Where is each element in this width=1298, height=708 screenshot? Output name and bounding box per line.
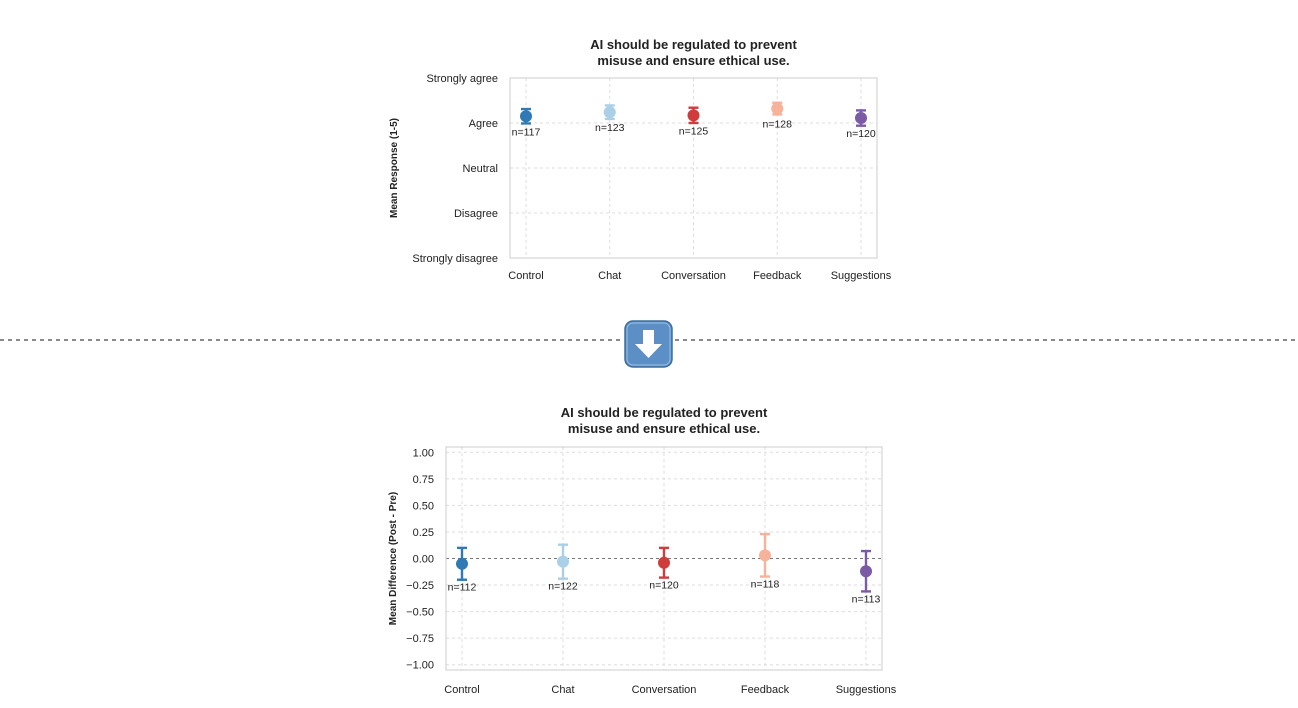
x-tick-label: Feedback xyxy=(741,684,790,696)
x-tick-label: Conversation xyxy=(632,684,697,696)
y-tick-label: 0.25 xyxy=(413,527,434,539)
y-tick-label: 0.75 xyxy=(413,474,434,486)
chart-mean-difference: AI should be regulated to preventmisuse … xyxy=(388,405,897,696)
n-label-control: n=117 xyxy=(512,126,541,138)
chart-pre-post-mean-response: AI should be regulated to preventmisuse … xyxy=(389,37,892,282)
n-label-feedback: n=128 xyxy=(763,119,793,131)
mean-point-chat xyxy=(603,106,616,119)
plot-frame xyxy=(509,77,878,259)
y-tick-label: −1.00 xyxy=(406,660,434,672)
x-tick-label: Chat xyxy=(551,684,574,696)
n-label-chat: n=122 xyxy=(548,581,578,593)
y-tick-label: −0.75 xyxy=(406,633,434,645)
n-label-feedback: n=118 xyxy=(751,579,780,591)
x-tick-label: Conversation xyxy=(661,270,726,282)
y-tick-label: Strongly agree xyxy=(426,73,498,85)
mean-point-suggestions xyxy=(860,565,872,578)
x-tick-label: Control xyxy=(508,270,543,282)
x-tick-label: Suggestions xyxy=(836,684,897,696)
chart-title-line: AI should be regulated to prevent xyxy=(561,405,768,420)
mean-point-suggestions xyxy=(855,112,867,125)
y-tick-label: Agree xyxy=(469,118,498,130)
x-tick-label: Feedback xyxy=(753,270,802,282)
transition-divider xyxy=(0,320,1298,368)
y-tick-label: 0.00 xyxy=(413,554,434,566)
x-tick-label: Chat xyxy=(598,270,621,282)
y-axis-label: Mean Response (1-5) xyxy=(389,118,400,218)
chart-title-line: misuse and ensure ethical use. xyxy=(597,53,789,68)
mean-point-control xyxy=(456,557,468,570)
y-tick-label: 0.50 xyxy=(413,500,434,512)
mean-point-chat xyxy=(557,555,569,568)
plot-frame xyxy=(445,446,883,671)
y-tick-label: Strongly disagree xyxy=(412,253,498,265)
down-arrow-icon xyxy=(624,320,673,368)
mean-point-feedback xyxy=(771,102,784,115)
n-label-suggestions: n=113 xyxy=(852,593,881,605)
n-label-suggestions: n=120 xyxy=(846,128,876,140)
n-label-control: n=112 xyxy=(448,582,477,594)
chart-title-line: AI should be regulated to prevent xyxy=(590,37,797,52)
y-tick-label: 1.00 xyxy=(413,447,434,459)
n-label-conversation: n=120 xyxy=(649,580,679,592)
x-tick-label: Control xyxy=(444,684,479,696)
mean-point-conversation xyxy=(658,556,670,569)
y-tick-label: −0.50 xyxy=(406,607,434,619)
y-axis-label: Mean Difference (Post - Pre) xyxy=(388,492,399,625)
y-tick-label: −0.25 xyxy=(406,580,434,592)
x-tick-label: Suggestions xyxy=(831,270,892,282)
mean-point-control xyxy=(520,110,532,123)
mean-point-conversation xyxy=(687,109,700,122)
chart-title-line: misuse and ensure ethical use. xyxy=(568,421,760,436)
n-label-chat: n=123 xyxy=(595,122,625,134)
mean-point-feedback xyxy=(759,549,771,562)
y-tick-label: Disagree xyxy=(454,208,498,220)
y-tick-label: Neutral xyxy=(463,163,498,175)
n-label-conversation: n=125 xyxy=(679,125,709,137)
